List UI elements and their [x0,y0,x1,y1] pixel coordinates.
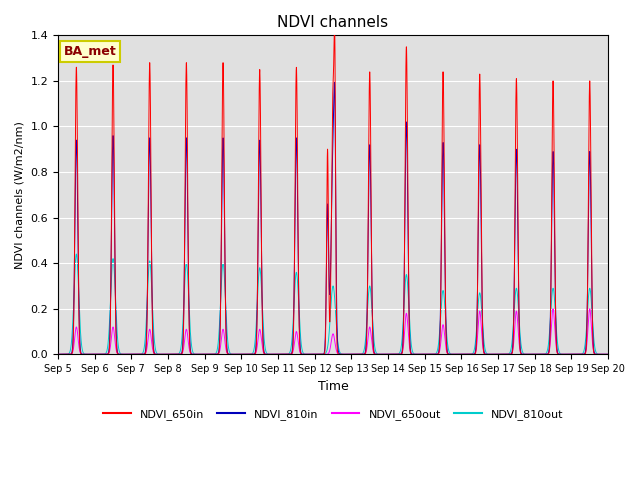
Y-axis label: NDVI channels (W/m2/nm): NDVI channels (W/m2/nm) [15,121,25,269]
Text: BA_met: BA_met [63,45,116,58]
X-axis label: Time: Time [317,380,348,393]
Legend: NDVI_650in, NDVI_810in, NDVI_650out, NDVI_810out: NDVI_650in, NDVI_810in, NDVI_650out, NDV… [99,405,568,424]
Title: NDVI channels: NDVI channels [278,15,388,30]
